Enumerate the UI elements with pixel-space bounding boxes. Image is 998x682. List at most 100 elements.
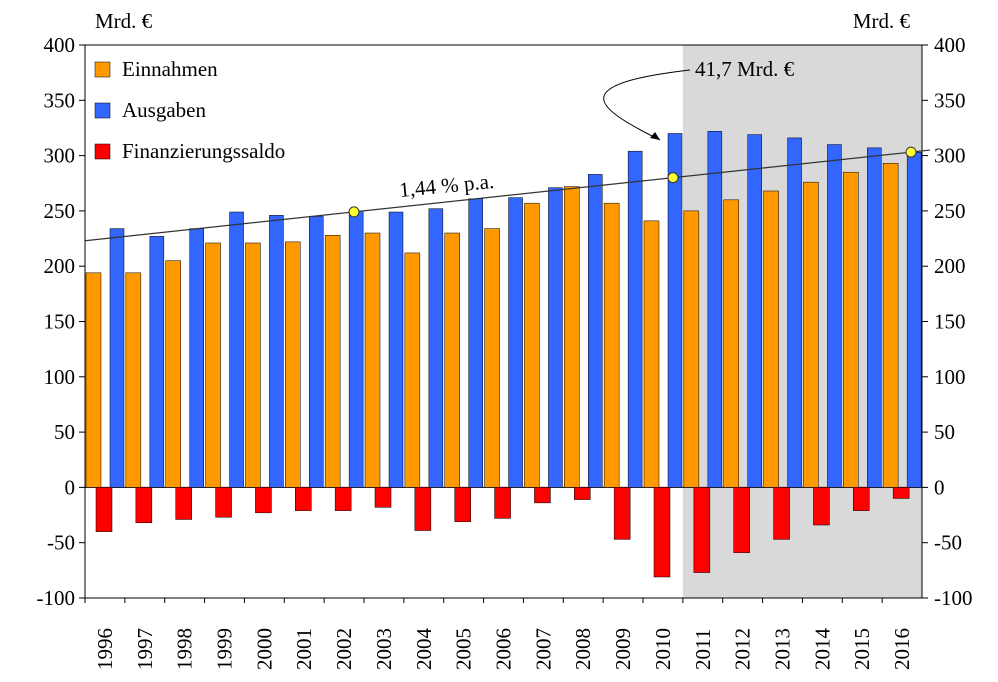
forecast-shade	[682, 45, 922, 598]
x-tick-label: 2007	[531, 628, 555, 670]
x-tick-label: 2009	[611, 628, 635, 670]
bar	[285, 241, 301, 488]
bar	[882, 163, 899, 488]
trend-marker	[348, 206, 360, 218]
legend-swatch	[94, 143, 111, 160]
bar	[484, 228, 500, 488]
x-tick-label: 1999	[213, 628, 237, 670]
bar	[468, 198, 483, 488]
x-tick-label: 2008	[571, 628, 595, 670]
bar	[667, 133, 683, 488]
bar	[723, 199, 739, 488]
y-tick-label-left: 200	[44, 254, 76, 278]
bar	[374, 487, 392, 508]
bar	[388, 211, 404, 488]
bar	[534, 487, 551, 504]
bar	[827, 144, 842, 488]
bar	[454, 487, 471, 522]
bar	[763, 190, 779, 488]
bar	[843, 171, 859, 488]
x-tick-label: 2001	[292, 628, 316, 670]
bar	[135, 487, 153, 524]
bar	[787, 137, 802, 488]
bar	[348, 210, 364, 488]
bar	[85, 272, 102, 488]
y-tick-label-right: 350	[934, 88, 966, 112]
y-tick-label-left: 300	[44, 144, 76, 168]
y-tick-label-right: 250	[934, 199, 966, 223]
bar	[229, 211, 244, 488]
bar	[627, 150, 643, 488]
bar	[165, 260, 181, 488]
bar	[574, 487, 591, 500]
bar	[444, 232, 460, 488]
y-tick-label-right: 400	[934, 33, 966, 57]
y-tick-label-right: 300	[934, 144, 966, 168]
bar	[613, 487, 631, 540]
trend-line	[84, 149, 931, 242]
y-tick-label-left: 400	[44, 33, 76, 57]
bar	[867, 147, 882, 488]
y-tick-label-right: 0	[934, 475, 945, 499]
bar	[892, 487, 910, 499]
x-tick-label: 2005	[452, 628, 476, 670]
x-tick-label: 2012	[731, 628, 755, 670]
y-tick-label-left: 0	[65, 475, 76, 499]
bar	[404, 252, 421, 488]
y-unit-right: Mrd. €	[853, 9, 911, 33]
x-tick-label: 2002	[332, 628, 356, 670]
x-tick-label: 2011	[691, 629, 715, 670]
bar	[853, 487, 870, 511]
y-tick-label-right: -100	[934, 586, 973, 610]
bar	[255, 487, 272, 514]
bar	[803, 181, 819, 488]
annotation: 41,7 Mrd. €	[695, 57, 795, 81]
bar	[215, 487, 232, 518]
annotation-arrow	[603, 69, 691, 141]
bar	[245, 242, 261, 488]
legend-swatch	[94, 102, 111, 119]
bar	[733, 487, 750, 553]
x-tick-label: 1998	[173, 628, 197, 670]
bar	[269, 215, 284, 488]
y-tick-label-right: 200	[934, 254, 966, 278]
y-unit-left: Mrd. €	[95, 9, 153, 33]
bar	[295, 487, 312, 511]
bar	[564, 186, 580, 488]
y-tick-label-right: 100	[934, 365, 966, 389]
bar	[324, 234, 341, 488]
bar	[707, 131, 723, 488]
y-tick-label-left: 50	[54, 420, 75, 444]
y-tick-label-right: 50	[934, 420, 955, 444]
bar	[906, 152, 922, 488]
bar	[747, 134, 762, 488]
y-tick-label-left: -100	[37, 586, 76, 610]
trend-marker	[905, 146, 917, 158]
bar	[693, 487, 711, 573]
y-tick-label-left: -50	[47, 531, 75, 555]
bar	[548, 187, 563, 488]
bar	[603, 202, 620, 488]
bar	[428, 208, 444, 488]
bar	[643, 220, 660, 488]
x-tick-label: 2016	[890, 628, 914, 670]
x-tick-label: 1996	[93, 628, 117, 670]
legend-swatch	[94, 61, 111, 78]
bar	[364, 232, 381, 488]
bar	[334, 487, 352, 511]
x-tick-label: 2003	[372, 628, 396, 670]
y-tick-label-left: 350	[44, 88, 76, 112]
bar	[683, 210, 700, 488]
trend-marker	[667, 172, 679, 184]
bar	[175, 487, 192, 520]
bar	[653, 487, 671, 578]
bar	[109, 228, 125, 488]
legend-label: Einnahmen	[122, 57, 218, 81]
y-tick-label-right: 150	[934, 310, 966, 334]
bar	[508, 197, 523, 488]
bar	[95, 487, 113, 532]
bar	[588, 174, 603, 488]
bar	[524, 202, 540, 488]
bar	[125, 272, 142, 488]
